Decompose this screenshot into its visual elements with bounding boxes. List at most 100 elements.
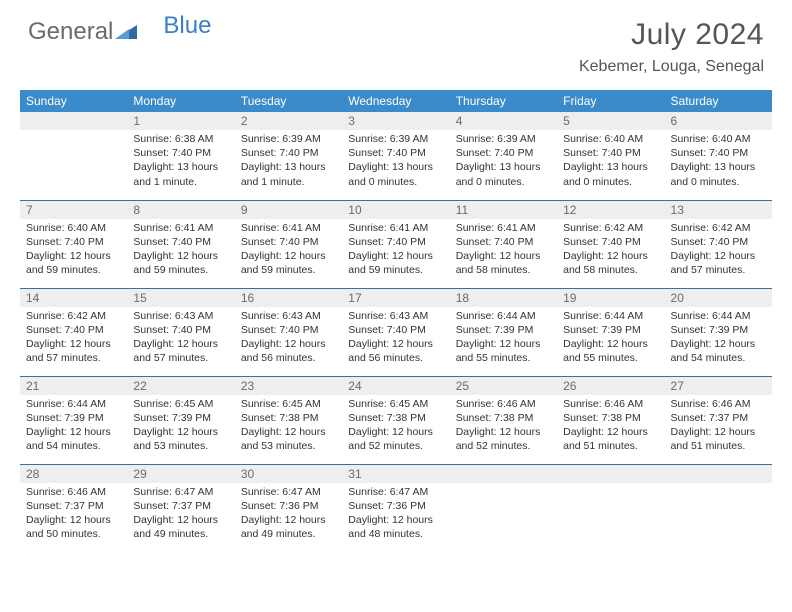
sunset-text: Sunset: 7:39 PM (671, 323, 766, 337)
day-cell (665, 464, 772, 552)
daylight-text: Daylight: 12 hours and 49 minutes. (241, 513, 336, 541)
daylight-text: Daylight: 12 hours and 53 minutes. (133, 425, 228, 453)
daylight-text: Daylight: 13 hours and 0 minutes. (563, 160, 658, 188)
calendar-body: 1Sunrise: 6:38 AMSunset: 7:40 PMDaylight… (20, 112, 772, 552)
sunset-text: Sunset: 7:37 PM (26, 499, 121, 513)
sunrise-text: Sunrise: 6:44 AM (456, 309, 551, 323)
sunrise-text: Sunrise: 6:46 AM (671, 397, 766, 411)
day-cell: 25Sunrise: 6:46 AMSunset: 7:38 PMDayligh… (450, 376, 557, 464)
day-info: Sunrise: 6:43 AMSunset: 7:40 PMDaylight:… (235, 307, 342, 370)
day-number: 5 (557, 112, 664, 130)
day-info: Sunrise: 6:47 AMSunset: 7:37 PMDaylight:… (127, 483, 234, 546)
daylight-text: Daylight: 12 hours and 58 minutes. (563, 249, 658, 277)
day-info: Sunrise: 6:39 AMSunset: 7:40 PMDaylight:… (235, 130, 342, 193)
sunset-text: Sunset: 7:40 PM (133, 146, 228, 160)
day-cell: 16Sunrise: 6:43 AMSunset: 7:40 PMDayligh… (235, 288, 342, 376)
sunset-text: Sunset: 7:40 PM (26, 235, 121, 249)
day-info: Sunrise: 6:44 AMSunset: 7:39 PMDaylight:… (665, 307, 772, 370)
day-info: Sunrise: 6:42 AMSunset: 7:40 PMDaylight:… (20, 307, 127, 370)
day-cell: 1Sunrise: 6:38 AMSunset: 7:40 PMDaylight… (127, 112, 234, 200)
day-number: 1 (127, 112, 234, 130)
daylight-text: Daylight: 13 hours and 1 minute. (133, 160, 228, 188)
day-cell: 29Sunrise: 6:47 AMSunset: 7:37 PMDayligh… (127, 464, 234, 552)
month-title: July 2024 (579, 18, 764, 52)
sunset-text: Sunset: 7:39 PM (456, 323, 551, 337)
daylight-text: Daylight: 12 hours and 56 minutes. (348, 337, 443, 365)
sunset-text: Sunset: 7:40 PM (456, 146, 551, 160)
day-cell: 17Sunrise: 6:43 AMSunset: 7:40 PMDayligh… (342, 288, 449, 376)
daylight-text: Daylight: 13 hours and 0 minutes. (348, 160, 443, 188)
day-info: Sunrise: 6:39 AMSunset: 7:40 PMDaylight:… (450, 130, 557, 193)
sunset-text: Sunset: 7:38 PM (241, 411, 336, 425)
day-info: Sunrise: 6:40 AMSunset: 7:40 PMDaylight:… (665, 130, 772, 193)
day-info: Sunrise: 6:43 AMSunset: 7:40 PMDaylight:… (342, 307, 449, 370)
day-cell: 3Sunrise: 6:39 AMSunset: 7:40 PMDaylight… (342, 112, 449, 200)
day-cell: 23Sunrise: 6:45 AMSunset: 7:38 PMDayligh… (235, 376, 342, 464)
day-info: Sunrise: 6:41 AMSunset: 7:40 PMDaylight:… (127, 219, 234, 282)
day-number: 2 (235, 112, 342, 130)
day-cell: 2Sunrise: 6:39 AMSunset: 7:40 PMDaylight… (235, 112, 342, 200)
sunset-text: Sunset: 7:40 PM (348, 323, 443, 337)
sunrise-text: Sunrise: 6:41 AM (456, 221, 551, 235)
sunrise-text: Sunrise: 6:39 AM (241, 132, 336, 146)
day-info: Sunrise: 6:41 AMSunset: 7:40 PMDaylight:… (235, 219, 342, 282)
day-number: 7 (20, 201, 127, 219)
day-number (557, 465, 664, 483)
daylight-text: Daylight: 12 hours and 54 minutes. (671, 337, 766, 365)
day-number: 21 (20, 377, 127, 395)
day-cell: 24Sunrise: 6:45 AMSunset: 7:38 PMDayligh… (342, 376, 449, 464)
day-cell: 30Sunrise: 6:47 AMSunset: 7:36 PMDayligh… (235, 464, 342, 552)
daylight-text: Daylight: 12 hours and 57 minutes. (671, 249, 766, 277)
sunset-text: Sunset: 7:40 PM (241, 323, 336, 337)
day-number: 19 (557, 289, 664, 307)
week-row: 14Sunrise: 6:42 AMSunset: 7:40 PMDayligh… (20, 288, 772, 376)
daylight-text: Daylight: 12 hours and 54 minutes. (26, 425, 121, 453)
week-row: 21Sunrise: 6:44 AMSunset: 7:39 PMDayligh… (20, 376, 772, 464)
day-info: Sunrise: 6:44 AMSunset: 7:39 PMDaylight:… (20, 395, 127, 458)
sunrise-text: Sunrise: 6:39 AM (456, 132, 551, 146)
day-cell: 26Sunrise: 6:46 AMSunset: 7:38 PMDayligh… (557, 376, 664, 464)
day-number: 30 (235, 465, 342, 483)
sunrise-text: Sunrise: 6:45 AM (348, 397, 443, 411)
day-number: 22 (127, 377, 234, 395)
day-number: 28 (20, 465, 127, 483)
day-cell: 31Sunrise: 6:47 AMSunset: 7:36 PMDayligh… (342, 464, 449, 552)
calendar-table: Sunday Monday Tuesday Wednesday Thursday… (20, 90, 772, 552)
daylight-text: Daylight: 12 hours and 51 minutes. (671, 425, 766, 453)
day-cell: 20Sunrise: 6:44 AMSunset: 7:39 PMDayligh… (665, 288, 772, 376)
day-info: Sunrise: 6:39 AMSunset: 7:40 PMDaylight:… (342, 130, 449, 193)
daylight-text: Daylight: 13 hours and 0 minutes. (456, 160, 551, 188)
daylight-text: Daylight: 12 hours and 55 minutes. (563, 337, 658, 365)
day-cell: 28Sunrise: 6:46 AMSunset: 7:37 PMDayligh… (20, 464, 127, 552)
day-cell: 6Sunrise: 6:40 AMSunset: 7:40 PMDaylight… (665, 112, 772, 200)
day-number: 18 (450, 289, 557, 307)
day-cell: 15Sunrise: 6:43 AMSunset: 7:40 PMDayligh… (127, 288, 234, 376)
day-cell: 9Sunrise: 6:41 AMSunset: 7:40 PMDaylight… (235, 200, 342, 288)
daylight-text: Daylight: 12 hours and 48 minutes. (348, 513, 443, 541)
sunrise-text: Sunrise: 6:41 AM (241, 221, 336, 235)
day-info: Sunrise: 6:47 AMSunset: 7:36 PMDaylight:… (342, 483, 449, 546)
day-info (20, 130, 127, 190)
day-number: 10 (342, 201, 449, 219)
day-cell: 18Sunrise: 6:44 AMSunset: 7:39 PMDayligh… (450, 288, 557, 376)
day-info: Sunrise: 6:46 AMSunset: 7:38 PMDaylight:… (450, 395, 557, 458)
sunrise-text: Sunrise: 6:44 AM (26, 397, 121, 411)
sunset-text: Sunset: 7:40 PM (133, 235, 228, 249)
dayhead-mon: Monday (127, 90, 234, 112)
day-number: 11 (450, 201, 557, 219)
day-header-row: Sunday Monday Tuesday Wednesday Thursday… (20, 90, 772, 112)
sunset-text: Sunset: 7:40 PM (133, 323, 228, 337)
day-info: Sunrise: 6:43 AMSunset: 7:40 PMDaylight:… (127, 307, 234, 370)
sunrise-text: Sunrise: 6:39 AM (348, 132, 443, 146)
sunset-text: Sunset: 7:40 PM (241, 146, 336, 160)
day-number (665, 465, 772, 483)
dayhead-sun: Sunday (20, 90, 127, 112)
sunrise-text: Sunrise: 6:42 AM (26, 309, 121, 323)
day-number: 20 (665, 289, 772, 307)
brand-part1: General (28, 18, 113, 46)
week-row: 28Sunrise: 6:46 AMSunset: 7:37 PMDayligh… (20, 464, 772, 552)
day-cell: 21Sunrise: 6:44 AMSunset: 7:39 PMDayligh… (20, 376, 127, 464)
day-number: 29 (127, 465, 234, 483)
day-info: Sunrise: 6:44 AMSunset: 7:39 PMDaylight:… (450, 307, 557, 370)
sunset-text: Sunset: 7:36 PM (348, 499, 443, 513)
